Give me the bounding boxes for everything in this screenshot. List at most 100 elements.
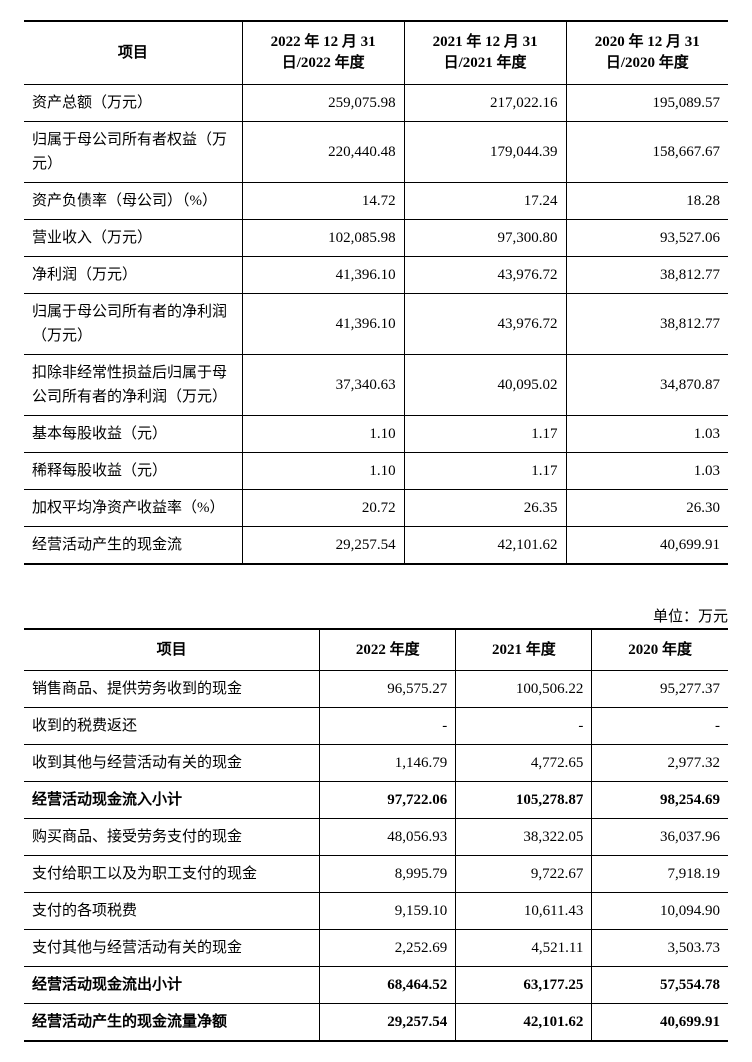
table-row: 收到的税费返还--- — [24, 708, 728, 745]
table-row: 经营活动产生的现金流29,257.5442,101.6240,699.91 — [24, 527, 728, 565]
row-label: 支付的各项税费 — [24, 893, 320, 930]
row-value: 97,722.06 — [320, 782, 456, 819]
table-row: 净利润（万元）41,396.1043,976.7238,812.77 — [24, 257, 728, 294]
row-value: 18.28 — [566, 183, 728, 220]
row-value: 4,772.65 — [456, 745, 592, 782]
row-value: 38,812.77 — [566, 257, 728, 294]
row-value: 8,995.79 — [320, 856, 456, 893]
row-value: 43,976.72 — [404, 257, 566, 294]
table1-col-item: 项目 — [24, 21, 242, 85]
row-value: 1,146.79 — [320, 745, 456, 782]
table2-header-row: 项目 2022 年度 2021 年度 2020 年度 — [24, 629, 728, 671]
table-row: 经营活动现金流出小计68,464.5263,177.2557,554.78 — [24, 967, 728, 1004]
table-row: 营业收入（万元）102,085.9897,300.8093,527.06 — [24, 220, 728, 257]
row-label: 购买商品、接受劳务支付的现金 — [24, 819, 320, 856]
table1-col-2021: 2021 年 12 月 31 日/2021 年度 — [404, 21, 566, 85]
table-row: 基本每股收益（元）1.101.171.03 — [24, 416, 728, 453]
row-value: 105,278.87 — [456, 782, 592, 819]
row-value: 2,252.69 — [320, 930, 456, 967]
row-value: 95,277.37 — [592, 671, 728, 708]
row-value: 93,527.06 — [566, 220, 728, 257]
table-row: 购买商品、接受劳务支付的现金48,056.9338,322.0536,037.9… — [24, 819, 728, 856]
row-label: 稀释每股收益（元） — [24, 453, 242, 490]
row-value: 102,085.98 — [242, 220, 404, 257]
row-label: 销售商品、提供劳务收到的现金 — [24, 671, 320, 708]
table-row: 归属于母公司所有者权益（万元）220,440.48179,044.39158,6… — [24, 122, 728, 183]
row-value: - — [592, 708, 728, 745]
row-label: 支付给职工以及为职工支付的现金 — [24, 856, 320, 893]
row-label: 归属于母公司所有者权益（万元） — [24, 122, 242, 183]
row-value: 29,257.54 — [320, 1004, 456, 1042]
table2-col-2020: 2020 年度 — [592, 629, 728, 671]
row-value: 7,918.19 — [592, 856, 728, 893]
table-row: 支付的各项税费9,159.1010,611.4310,094.90 — [24, 893, 728, 930]
row-value: 1.03 — [566, 453, 728, 490]
table-row: 资产总额（万元）259,075.98217,022.16195,089.57 — [24, 85, 728, 122]
table-row: 归属于母公司所有者的净利润（万元）41,396.1043,976.7238,81… — [24, 294, 728, 355]
row-value: 10,094.90 — [592, 893, 728, 930]
row-label: 支付其他与经营活动有关的现金 — [24, 930, 320, 967]
row-value: 34,870.87 — [566, 355, 728, 416]
row-value: 41,396.10 — [242, 294, 404, 355]
row-value: 36,037.96 — [592, 819, 728, 856]
row-value: 1.17 — [404, 453, 566, 490]
row-value: 195,089.57 — [566, 85, 728, 122]
row-value: 4,521.11 — [456, 930, 592, 967]
row-value: 217,022.16 — [404, 85, 566, 122]
row-label: 营业收入（万元） — [24, 220, 242, 257]
row-value: 20.72 — [242, 490, 404, 527]
cash-flow-table: 项目 2022 年度 2021 年度 2020 年度 销售商品、提供劳务收到的现… — [24, 628, 728, 1042]
row-label: 基本每股收益（元） — [24, 416, 242, 453]
row-value: 1.10 — [242, 416, 404, 453]
table-row: 稀释每股收益（元）1.101.171.03 — [24, 453, 728, 490]
row-value: 41,396.10 — [242, 257, 404, 294]
row-value: 3,503.73 — [592, 930, 728, 967]
row-value: - — [456, 708, 592, 745]
row-label: 收到的税费返还 — [24, 708, 320, 745]
row-value: 1.10 — [242, 453, 404, 490]
table-row: 资产负债率（母公司）（%）14.7217.2418.28 — [24, 183, 728, 220]
row-value: 179,044.39 — [404, 122, 566, 183]
row-label: 归属于母公司所有者的净利润（万元） — [24, 294, 242, 355]
row-value: 29,257.54 — [242, 527, 404, 565]
row-value: 2,977.32 — [592, 745, 728, 782]
row-value: 38,322.05 — [456, 819, 592, 856]
row-value: 100,506.22 — [456, 671, 592, 708]
row-value: 9,159.10 — [320, 893, 456, 930]
row-label: 净利润（万元） — [24, 257, 242, 294]
row-value: 10,611.43 — [456, 893, 592, 930]
row-value: 68,464.52 — [320, 967, 456, 1004]
table-row: 收到其他与经营活动有关的现金1,146.794,772.652,977.32 — [24, 745, 728, 782]
row-value: 158,667.67 — [566, 122, 728, 183]
table-row: 支付其他与经营活动有关的现金2,252.694,521.113,503.73 — [24, 930, 728, 967]
table-row: 经营活动产生的现金流量净额29,257.5442,101.6240,699.91 — [24, 1004, 728, 1042]
row-label: 经营活动产生的现金流 — [24, 527, 242, 565]
row-label: 经营活动现金流出小计 — [24, 967, 320, 1004]
row-value: 220,440.48 — [242, 122, 404, 183]
row-value: 42,101.62 — [456, 1004, 592, 1042]
row-value: 57,554.78 — [592, 967, 728, 1004]
row-value: 17.24 — [404, 183, 566, 220]
row-label: 经营活动产生的现金流量净额 — [24, 1004, 320, 1042]
table-row: 加权平均净资产收益率（%）20.7226.3526.30 — [24, 490, 728, 527]
table2-col-2022: 2022 年度 — [320, 629, 456, 671]
row-value: 63,177.25 — [456, 967, 592, 1004]
row-value: 40,095.02 — [404, 355, 566, 416]
row-label: 收到其他与经营活动有关的现金 — [24, 745, 320, 782]
row-value: 40,699.91 — [592, 1004, 728, 1042]
row-value: 1.03 — [566, 416, 728, 453]
table-row: 扣除非经常性损益后归属于母公司所有者的净利润（万元）37,340.6340,09… — [24, 355, 728, 416]
table1-header-row: 项目 2022 年 12 月 31 日/2022 年度 2021 年 12 月 … — [24, 21, 728, 85]
row-value: 96,575.27 — [320, 671, 456, 708]
table-row: 销售商品、提供劳务收到的现金96,575.27100,506.2295,277.… — [24, 671, 728, 708]
row-value: 38,812.77 — [566, 294, 728, 355]
row-value: 42,101.62 — [404, 527, 566, 565]
row-value: 97,300.80 — [404, 220, 566, 257]
table1-col-2020: 2020 年 12 月 31 日/2020 年度 — [566, 21, 728, 85]
row-label: 资产总额（万元） — [24, 85, 242, 122]
row-value: 9,722.67 — [456, 856, 592, 893]
row-value: 48,056.93 — [320, 819, 456, 856]
row-label: 经营活动现金流入小计 — [24, 782, 320, 819]
row-value: - — [320, 708, 456, 745]
table-row: 支付给职工以及为职工支付的现金8,995.799,722.677,918.19 — [24, 856, 728, 893]
